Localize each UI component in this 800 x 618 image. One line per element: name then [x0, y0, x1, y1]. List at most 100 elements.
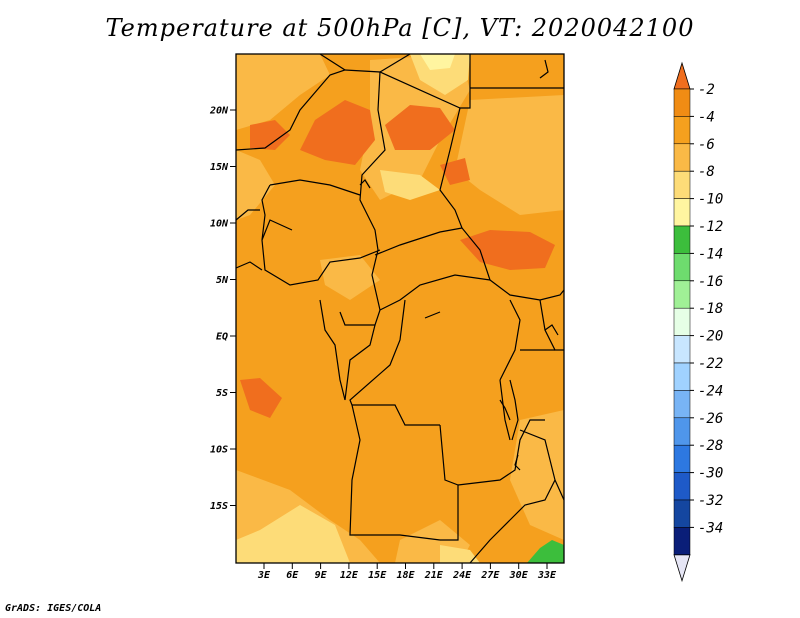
colorbar-swatch: [673, 88, 691, 117]
coastline: [514, 454, 521, 471]
lon-tick-label: 21E: [424, 570, 444, 581]
colorbar-label: -32: [698, 493, 723, 509]
chart-title: Temperature at 500hPa [C], VT: 202004210…: [105, 14, 695, 42]
field-dark-orange: [300, 100, 375, 165]
colorbar-swatch: [673, 225, 691, 254]
border-line: [261, 184, 381, 286]
border-line: [349, 404, 441, 541]
colorbar-label: -4: [698, 109, 715, 125]
coastline: [544, 324, 559, 336]
coastline: [424, 311, 441, 319]
map-frame: [235, 53, 565, 564]
colorbar-label: -8: [698, 164, 715, 180]
lat-tick-label: 15S: [210, 501, 228, 512]
colorbar-swatch: [673, 116, 691, 145]
coastline: [319, 299, 346, 401]
lon-tick-label: 3E: [257, 570, 271, 581]
lon-tick-label: 15E: [368, 570, 387, 581]
field-yellow: [420, 54, 455, 70]
colorbar-swatch: [673, 280, 691, 309]
lat-tick-label: 15N: [210, 162, 229, 173]
country-borders: [235, 53, 565, 564]
border-line: [469, 429, 556, 564]
colorbar-swatch: [673, 362, 691, 391]
field-light-orange: [236, 150, 275, 220]
colorbar-swatch: [673, 253, 691, 282]
lat-tick-label: 20N: [209, 106, 229, 117]
lon-tick-label: 24E: [452, 570, 472, 581]
colorbar-swatch: [673, 527, 691, 556]
coastline: [359, 179, 371, 189]
border-line: [379, 53, 411, 73]
colorbar: -2 -4 -6 -8 -10 -12 -14 -16 -18 -20 -22 -24 -26 -28 -3…: [673, 61, 723, 583]
border-line: [379, 274, 491, 311]
field-light-orange: [455, 95, 564, 215]
lat-tick-label: 5N: [216, 275, 229, 286]
colorbar-swatch: [673, 417, 691, 446]
field-green: [527, 540, 564, 563]
colorbar-label: -26: [698, 411, 723, 427]
border-line: [261, 219, 293, 241]
lon-tick-label: 12E: [340, 570, 359, 581]
colorbar-swatch: [673, 143, 691, 172]
border-line: [269, 179, 361, 196]
coastline: [499, 399, 511, 421]
field-dark-orange: [240, 378, 282, 418]
longitude-ticks: 3E 6E 9E 12E 15E 18E 21E 24E 27E 30E 33E: [257, 563, 557, 581]
border-line: [339, 309, 381, 326]
lon-tick-label: 33E: [537, 570, 557, 581]
coastline: [539, 59, 549, 79]
field-yellow: [380, 170, 440, 200]
colorbar-label: -20: [698, 329, 723, 345]
field-dark-orange: [385, 105, 455, 150]
lon-tick-label: 30E: [509, 570, 529, 581]
lon-tick-label: 18E: [396, 570, 415, 581]
latitude-ticks: 20N 15N 10N 5N EQ 5S 10S 15S: [209, 106, 236, 512]
border-line: [344, 69, 386, 311]
colorbar-swatch: [673, 307, 691, 336]
colorbar-swatch: [673, 170, 691, 199]
lat-tick-label: EQ: [216, 332, 228, 343]
colorbar-swatch: [673, 444, 691, 473]
border-line: [499, 299, 521, 381]
lat-tick-label: 10S: [210, 445, 228, 456]
colorbar-label: -34: [698, 520, 723, 536]
lat-tick-label: 10N: [210, 219, 229, 230]
colorbar-bottom-arrow: [673, 554, 691, 583]
colorbar-label: -6: [698, 137, 715, 153]
border-line: [539, 299, 564, 351]
colorbar-label: -14: [698, 246, 723, 262]
field-light-orange: [320, 255, 380, 300]
map-plot-area: [235, 53, 565, 564]
border-line: [379, 54, 471, 109]
colorbar-swatch: [673, 335, 691, 364]
colorbar-swatch: [673, 472, 691, 501]
border-line: [554, 479, 565, 501]
border-line: [235, 209, 260, 221]
border-line: [349, 299, 440, 426]
lon-tick-label: 9E: [315, 570, 328, 581]
colorbar-label: -2: [698, 82, 715, 98]
colorbar-label: -28: [698, 438, 723, 454]
colorbar-swatch: [673, 198, 691, 227]
lat-tick-label: 5S: [216, 388, 228, 399]
coastline: [509, 379, 519, 441]
field-yellow: [410, 54, 470, 95]
border-line: [235, 261, 263, 271]
lon-tick-label: 6E: [286, 570, 299, 581]
colorbar-swatch: [673, 499, 691, 528]
border-line: [374, 227, 463, 256]
border-line: [439, 107, 565, 301]
colorbar-label: -10: [698, 192, 723, 208]
border-line: [499, 379, 511, 441]
colorbar-top-arrow: [673, 61, 691, 90]
colorbar-label: -16: [698, 274, 723, 290]
colorbar-label: -24: [698, 383, 723, 399]
field-dark-orange: [250, 120, 290, 150]
colorbar-label: -22: [698, 356, 723, 372]
lon-tick-label: 27E: [480, 570, 500, 581]
field-light-orange: [510, 410, 564, 540]
border-line: [344, 324, 376, 401]
colorbar-label: -30: [698, 466, 723, 482]
